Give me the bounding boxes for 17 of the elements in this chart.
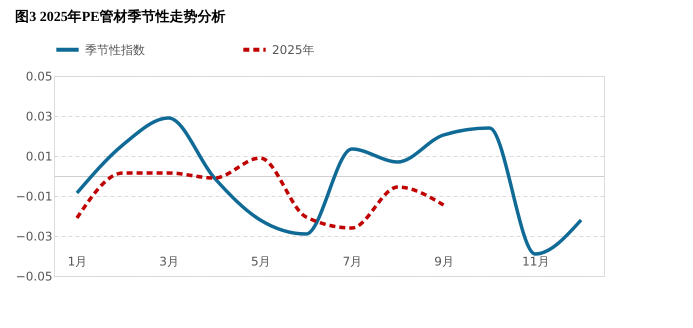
legend-label: 2025年 (272, 42, 315, 57)
x-tick-label: 1月 (68, 254, 88, 268)
x-tick-label: 11月 (522, 254, 550, 268)
line-series (75, 156, 446, 230)
x-tick-label: 7月 (342, 254, 362, 268)
y-tick-label: −0.05 (16, 270, 52, 284)
y-tick-label: 0.03 (26, 110, 52, 124)
legend-label: 季节性指数 (85, 42, 145, 57)
y-tick-label: 0.05 (26, 70, 52, 84)
y-tick-label: 0.01 (26, 150, 52, 164)
x-tick-label: 3月 (159, 254, 179, 268)
chart-title: 图3 2025年PE管材季节性走势分析 (15, 8, 226, 25)
x-tick-label: 5月 (250, 254, 271, 268)
line-series (75, 116, 583, 256)
y-tick-label: −0.03 (16, 230, 52, 244)
x-tick-label: 9月 (434, 254, 454, 268)
y-tick-label: −0.01 (16, 190, 52, 204)
